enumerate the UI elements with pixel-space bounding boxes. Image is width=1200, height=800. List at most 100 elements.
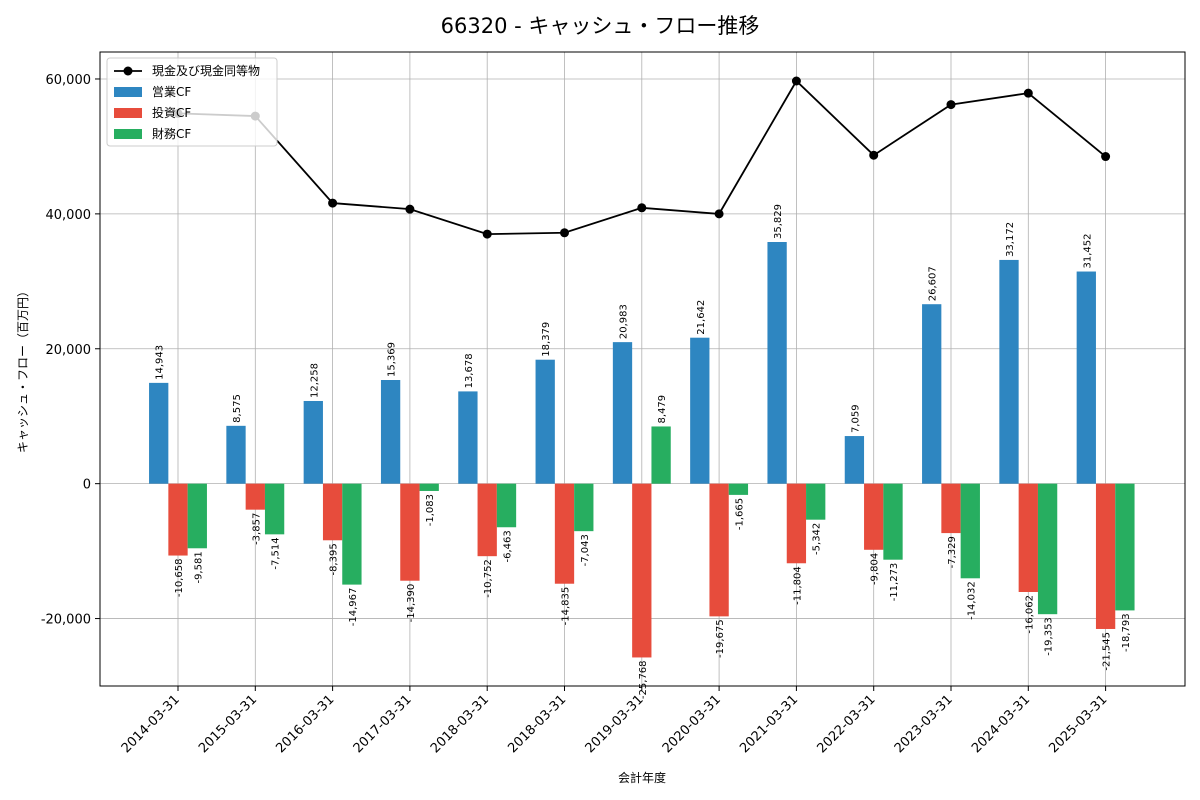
bar-value-label: -11,804	[792, 566, 803, 605]
bar	[477, 483, 497, 557]
bar-value-label: -9,581	[193, 551, 204, 583]
bar-value-label: 21,642	[696, 300, 707, 335]
bar-value-label: 33,172	[1005, 222, 1016, 257]
bar	[883, 483, 903, 560]
x-tick-label: 2015-03-31	[196, 692, 260, 756]
cash-line-point	[714, 209, 724, 219]
bar-value-label: 20,983	[619, 304, 630, 339]
bar-value-label: -10,658	[174, 559, 185, 598]
bar	[149, 382, 169, 484]
bar-value-label: -19,353	[1044, 617, 1055, 656]
legend-swatch	[114, 129, 142, 139]
x-tick-label: 2019-03-31	[583, 692, 647, 756]
bar-value-label: -14,967	[348, 588, 359, 627]
x-tick-label: 2020-03-31	[660, 692, 724, 756]
bar-value-label: -7,329	[947, 536, 958, 568]
y-tick-label: 20,000	[46, 343, 92, 358]
bar	[612, 342, 633, 484]
bar	[651, 426, 671, 484]
bar-value-label: 35,829	[773, 204, 784, 239]
x-tick-label: 2018-03-31	[428, 692, 492, 756]
bar	[322, 483, 343, 541]
bar-value-label: -1,083	[425, 494, 436, 526]
y-tick-label: 60,000	[46, 73, 92, 88]
bar	[767, 242, 787, 484]
bar	[922, 304, 942, 484]
bar-value-label: -18,793	[1121, 613, 1132, 652]
bar	[342, 483, 362, 585]
axes: 2014-03-31 2015-03-31 2016-03-31 2017-03-31…	[41, 73, 1111, 756]
bar-value-label: 15,369	[387, 342, 398, 377]
legend-label: 投資CF	[152, 105, 191, 120]
bar-value-label: -25,768	[638, 660, 649, 699]
legend-swatch	[114, 108, 142, 118]
x-tick-label: 2025-03-31	[1046, 692, 1110, 756]
bar	[960, 483, 980, 579]
bar-value-label: -7,514	[271, 537, 282, 569]
bar-value-label: 26,607	[928, 266, 939, 301]
bar-value-label: -7,043	[580, 534, 591, 566]
bar-value-label: -19,675	[715, 619, 726, 658]
cash-line-point	[1101, 152, 1111, 162]
bar-value-label: -10,752	[483, 559, 494, 598]
bar	[690, 337, 710, 484]
bar-value-label: -5,342	[812, 523, 823, 555]
y-tick-label: -20,000	[41, 613, 91, 628]
x-axis-title: 会計年度	[618, 770, 666, 785]
cash-line-point	[560, 228, 569, 238]
x-tick-label: 2014-03-31	[119, 692, 183, 756]
bar	[458, 391, 478, 484]
bar-value-label: -16,062	[1024, 595, 1035, 634]
x-tick-label: 2017-03-31	[351, 692, 415, 756]
cash-line-point	[946, 100, 956, 110]
bar	[844, 436, 865, 484]
bar-value-label: -3,857	[251, 513, 262, 545]
bar	[380, 380, 401, 484]
cash-line-point	[405, 204, 415, 214]
x-tick-label: 2021-03-31	[737, 692, 801, 756]
bar	[1076, 271, 1096, 484]
bar-value-label: -14,390	[406, 584, 417, 623]
bar	[941, 483, 961, 534]
bar-value-label: -6,463	[503, 530, 514, 562]
bar	[264, 483, 285, 535]
legend-label: 営業CF	[152, 85, 191, 99]
bar	[806, 483, 826, 520]
bar	[632, 483, 652, 658]
bar	[574, 483, 594, 532]
bar-value-label: 8,575	[232, 394, 243, 423]
bar-value-label: -14,032	[966, 581, 977, 620]
bar	[419, 483, 439, 491]
bar-value-label: -9,804	[870, 553, 881, 585]
bar	[187, 483, 207, 549]
y-tick-label: 0	[83, 478, 91, 493]
bar	[400, 483, 420, 581]
bar	[1115, 483, 1135, 611]
bar	[554, 483, 575, 584]
x-tick-label: 2018-03-31	[505, 692, 569, 756]
bar	[245, 483, 265, 510]
bar	[226, 425, 246, 484]
bar	[496, 483, 517, 528]
legend-label: 現金及び現金同等物	[152, 63, 260, 78]
bar	[1037, 483, 1058, 615]
cash-line-point	[328, 198, 338, 208]
bar	[786, 483, 807, 564]
legend-marker	[123, 66, 133, 76]
bar	[168, 483, 188, 556]
bar-labels: 14,943 8,575 12,258 15,369 13,678 18,379 20,98…	[155, 204, 1132, 699]
bar-value-label: 8,479	[657, 395, 668, 424]
cash-line-point	[482, 229, 492, 239]
y-axis-title: キャッシュ・フロー（百万円）	[16, 285, 30, 453]
bar-value-label: 7,059	[850, 404, 861, 433]
bar-value-label: -1,665	[734, 498, 745, 530]
legend-box	[106, 57, 278, 147]
x-tick-label: 2022-03-31	[814, 692, 878, 756]
bar	[999, 259, 1019, 484]
bars	[149, 242, 1135, 658]
bar-value-label: 12,258	[309, 363, 320, 398]
y-tick-label: 40,000	[46, 208, 92, 223]
cash-line-point	[869, 150, 879, 160]
